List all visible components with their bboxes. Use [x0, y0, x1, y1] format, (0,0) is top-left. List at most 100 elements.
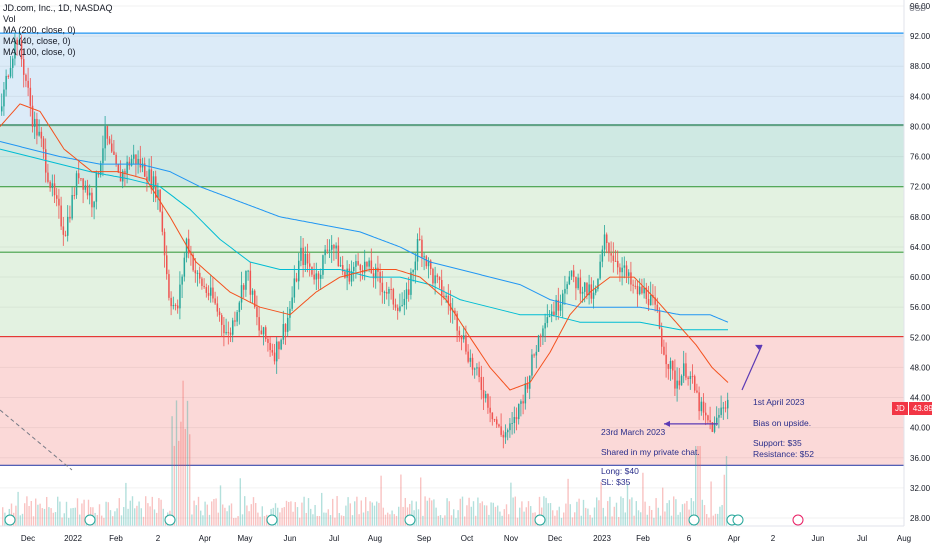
- candle-body: [192, 254, 194, 271]
- y-tick-label-14: 40.00: [910, 424, 931, 433]
- volume-bar: [424, 496, 426, 526]
- candle-body: [188, 238, 190, 254]
- volume-bar: [710, 481, 712, 526]
- earnings-marker[interactable]: [688, 514, 700, 526]
- volume-bar: [120, 515, 123, 526]
- volume-bar: [219, 485, 222, 526]
- candle-body: [685, 363, 687, 378]
- candle-body: [518, 403, 520, 420]
- volume-bar: [714, 513, 717, 526]
- volume-bar: [697, 446, 699, 526]
- candle-body: [496, 419, 498, 425]
- volume-bar: [558, 506, 560, 526]
- candle-body: [628, 272, 630, 276]
- volume-bar: [318, 516, 321, 526]
- legend-ma200[interactable]: MA (200, close, 0): [3, 25, 76, 35]
- candle-body: [559, 304, 562, 311]
- volume-bar: [43, 508, 46, 526]
- legend: JD.com, Inc., 1D, NASDAQ Vol MA (200, cl…: [3, 3, 113, 58]
- volume-bar: [68, 517, 70, 526]
- candle-body: [353, 266, 355, 272]
- x-tick-label-6: Jun: [284, 534, 297, 543]
- candle-body: [108, 138, 111, 144]
- candle-body: [214, 298, 216, 304]
- volume-bar: [288, 501, 290, 526]
- candle-body: [181, 276, 183, 285]
- volume-bar: [532, 512, 534, 526]
- volume-bar: [61, 517, 63, 526]
- annotation-long: Long: $40: [601, 466, 639, 476]
- candle-body: [520, 401, 522, 404]
- volume-bar: [543, 496, 545, 526]
- earnings-marker[interactable]: [164, 514, 176, 526]
- volume-bar: [72, 507, 74, 526]
- earnings-marker[interactable]: [266, 514, 278, 526]
- volume-bar: [327, 509, 329, 526]
- earnings-marker[interactable]: [792, 514, 804, 526]
- earnings-marker[interactable]: [534, 514, 546, 526]
- y-tick-label-3: 84.00: [910, 92, 931, 101]
- volume-bar: [50, 508, 52, 526]
- volume-bar: [574, 512, 576, 526]
- candle-body: [474, 368, 476, 370]
- volume-bar: [684, 503, 686, 526]
- volume-bar: [622, 498, 624, 526]
- volume-bar: [435, 507, 437, 526]
- earnings-marker[interactable]: [404, 514, 416, 526]
- y-tick-label-6: 72.00: [910, 183, 931, 192]
- earnings-marker[interactable]: [732, 514, 744, 526]
- candle-body: [610, 253, 612, 256]
- candle-body: [271, 350, 274, 353]
- candle-body: [238, 302, 241, 313]
- volume-bar: [545, 497, 547, 526]
- volume-bar: [248, 511, 250, 526]
- volume-bar: [274, 503, 277, 526]
- earnings-marker[interactable]: [4, 514, 16, 526]
- volume-bar: [347, 497, 349, 526]
- volume-bar: [160, 499, 162, 526]
- volume-bar: [488, 514, 490, 526]
- candle-body: [91, 192, 93, 208]
- volume-bar: [620, 496, 622, 526]
- volume-bar: [63, 513, 65, 526]
- candle-body: [47, 172, 49, 182]
- volume-bar: [250, 504, 252, 526]
- volume-bar: [158, 498, 160, 526]
- volume-bar: [604, 516, 607, 526]
- candle-body: [346, 268, 348, 278]
- price-zone-3: [0, 336, 904, 466]
- volume-bar: [151, 496, 153, 526]
- volume-bar: [415, 501, 417, 526]
- candle-body: [689, 376, 692, 380]
- earnings-marker[interactable]: [84, 514, 96, 526]
- candle-body: [25, 74, 27, 81]
- candle-body: [60, 205, 62, 227]
- volume-bar: [173, 445, 175, 526]
- volume-bar: [512, 497, 514, 526]
- volume-bar: [422, 515, 424, 526]
- candle-body: [386, 292, 388, 294]
- volume-bar: [112, 516, 114, 526]
- candle-body: [696, 390, 698, 393]
- candle-body: [443, 295, 445, 298]
- annotation-support: Support: $35: [753, 438, 802, 448]
- candle-body: [522, 401, 524, 404]
- candle-body: [317, 273, 320, 279]
- volume-bar: [461, 496, 464, 526]
- candle-body: [491, 412, 494, 420]
- legend-symbol[interactable]: JD.com, Inc., 1D, NASDAQ: [3, 3, 113, 13]
- volume-bar: [662, 487, 664, 526]
- legend-vol[interactable]: Vol: [3, 14, 16, 24]
- candle-body: [249, 270, 252, 295]
- volume-bar: [277, 507, 279, 526]
- candle-body: [223, 324, 225, 334]
- legend-ma40[interactable]: MA (40, close, 0): [3, 36, 71, 46]
- volume-bar: [587, 508, 589, 526]
- candle-body: [647, 298, 650, 306]
- candle-body: [155, 176, 157, 198]
- price-axis-panel: [904, 0, 932, 550]
- legend-ma100[interactable]: MA (100, close, 0): [3, 47, 76, 57]
- candle-body: [122, 171, 124, 182]
